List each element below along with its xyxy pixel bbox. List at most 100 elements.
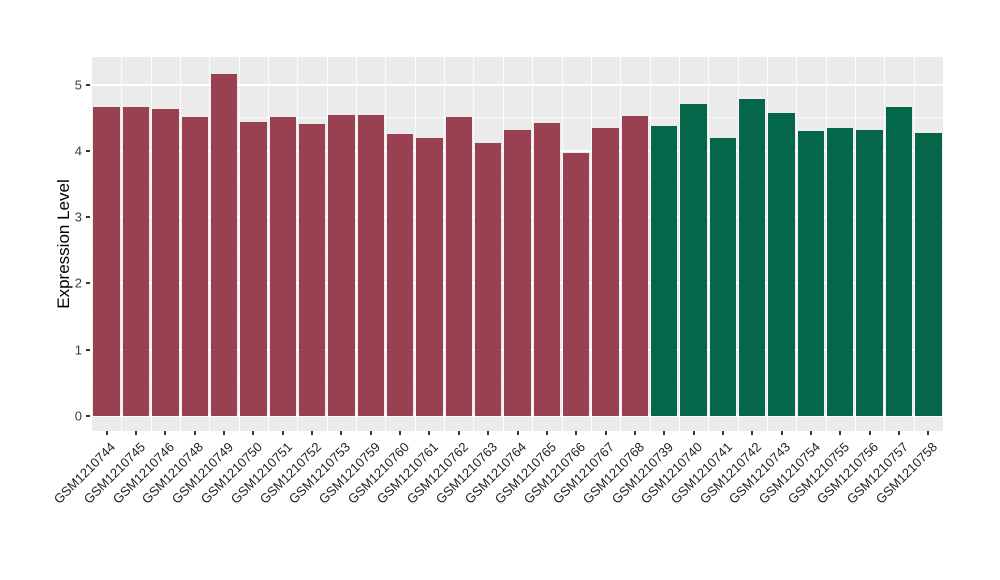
bar-slot bbox=[503, 57, 532, 416]
y-tick-mark bbox=[86, 149, 90, 152]
bar-GSM1210740 bbox=[680, 103, 707, 416]
x-tick-mark bbox=[780, 431, 783, 435]
gridline-vertical bbox=[678, 57, 680, 431]
bar-slot bbox=[92, 57, 121, 416]
bar-GSM1210741 bbox=[709, 138, 737, 416]
bar-GSM1210759 bbox=[357, 115, 384, 416]
x-tick-mark bbox=[223, 431, 226, 435]
gridline-minor-y4.5 bbox=[92, 116, 943, 118]
bar-GSM1210767 bbox=[592, 128, 619, 416]
x-tick-mark bbox=[604, 431, 607, 435]
x-tick-mark bbox=[839, 431, 842, 435]
bar-slot bbox=[591, 57, 620, 416]
gridline-vertical bbox=[238, 57, 240, 431]
x-tick-mark bbox=[721, 431, 724, 435]
gridline-vertical bbox=[649, 57, 651, 431]
gridline-vertical bbox=[180, 57, 182, 431]
x-tick-mark bbox=[281, 431, 284, 435]
bar-slot bbox=[796, 57, 825, 416]
bar-GSM1210745 bbox=[122, 107, 150, 416]
bar-GSM1210753 bbox=[328, 115, 355, 416]
gridline-vertical bbox=[385, 57, 387, 431]
x-tick-mark bbox=[516, 431, 519, 435]
gridline-vertical bbox=[796, 57, 798, 431]
bar-GSM1210752 bbox=[298, 124, 326, 416]
bar-GSM1210739 bbox=[651, 126, 678, 416]
bar-GSM1210743 bbox=[768, 113, 795, 416]
bar-slot bbox=[738, 57, 767, 416]
gridline-vertical bbox=[209, 57, 211, 431]
gridline-vertical bbox=[532, 57, 534, 431]
x-tick-mark bbox=[575, 431, 578, 435]
x-tick-mark bbox=[135, 431, 138, 435]
x-tick-mark bbox=[897, 431, 900, 435]
bar-slot bbox=[327, 57, 356, 416]
bar-slot bbox=[620, 57, 649, 416]
gridline-vertical bbox=[854, 57, 856, 431]
bar-slot bbox=[444, 57, 473, 416]
bar-slot bbox=[180, 57, 209, 416]
x-tick-mark bbox=[399, 431, 402, 435]
gridline-vertical bbox=[502, 57, 504, 431]
x-tick-mark bbox=[252, 431, 255, 435]
x-tick-mark bbox=[868, 431, 871, 435]
gridline-vertical bbox=[737, 57, 739, 431]
bar-GSM1210754 bbox=[797, 131, 825, 416]
bar-slot bbox=[767, 57, 796, 416]
gridline-major-y0 bbox=[92, 415, 943, 417]
bar-GSM1210742 bbox=[739, 98, 766, 416]
bar-slot bbox=[268, 57, 297, 416]
x-tick-mark bbox=[663, 431, 666, 435]
gridline-vertical bbox=[414, 57, 416, 431]
bar-slot bbox=[385, 57, 414, 416]
gridline-vertical bbox=[590, 57, 592, 431]
bar-GSM1210749 bbox=[210, 74, 238, 416]
bar-GSM1210763 bbox=[474, 143, 502, 416]
gridline-vertical bbox=[884, 57, 886, 431]
x-tick-mark bbox=[369, 431, 372, 435]
y-tick-mark bbox=[86, 282, 90, 285]
gridline-vertical bbox=[297, 57, 299, 431]
bar-slot bbox=[855, 57, 884, 416]
gridline-vertical bbox=[268, 57, 270, 431]
bar-GSM1210744 bbox=[93, 107, 120, 416]
bar-slot bbox=[679, 57, 708, 416]
y-tick-label-4: 4 bbox=[74, 143, 82, 159]
y-tick-mark bbox=[86, 83, 90, 86]
bar-slot bbox=[914, 57, 943, 416]
bar-GSM1210766 bbox=[562, 152, 590, 416]
y-tick-label-5: 5 bbox=[74, 77, 82, 93]
bar-GSM1210768 bbox=[621, 115, 649, 416]
y-tick-label-2: 2 bbox=[74, 275, 82, 291]
gridline-vertical bbox=[561, 57, 563, 431]
bar-GSM1210756 bbox=[856, 130, 883, 416]
bar-GSM1210748 bbox=[181, 116, 208, 416]
bar-slot bbox=[415, 57, 444, 416]
x-tick-mark bbox=[692, 431, 695, 435]
x-tick-mark bbox=[633, 431, 636, 435]
gridline-vertical bbox=[326, 57, 328, 431]
x-tick-mark bbox=[340, 431, 343, 435]
bar-slot bbox=[121, 57, 150, 416]
bar-GSM1210757 bbox=[885, 106, 913, 416]
plot-panel bbox=[92, 57, 943, 431]
gridline-vertical bbox=[766, 57, 768, 431]
bar-GSM1210760 bbox=[386, 133, 414, 416]
gridline-vertical bbox=[150, 57, 152, 431]
y-tick-mark bbox=[86, 415, 90, 417]
bar-slot bbox=[826, 57, 855, 416]
bar-slot bbox=[239, 57, 268, 416]
bar-slot bbox=[650, 57, 679, 416]
bar-GSM1210755 bbox=[827, 127, 854, 416]
y-tick-mark bbox=[86, 348, 90, 351]
bar-slot bbox=[708, 57, 737, 416]
gridline-major-y5 bbox=[92, 83, 943, 86]
bars-container bbox=[92, 57, 943, 416]
y-axis-title: Expression Level bbox=[54, 179, 73, 309]
gridline-vertical bbox=[825, 57, 827, 431]
gridline-vertical bbox=[356, 57, 358, 431]
bar-GSM1210758 bbox=[915, 133, 942, 416]
y-tick-label-1: 1 bbox=[74, 342, 82, 358]
bar-slot bbox=[473, 57, 502, 416]
